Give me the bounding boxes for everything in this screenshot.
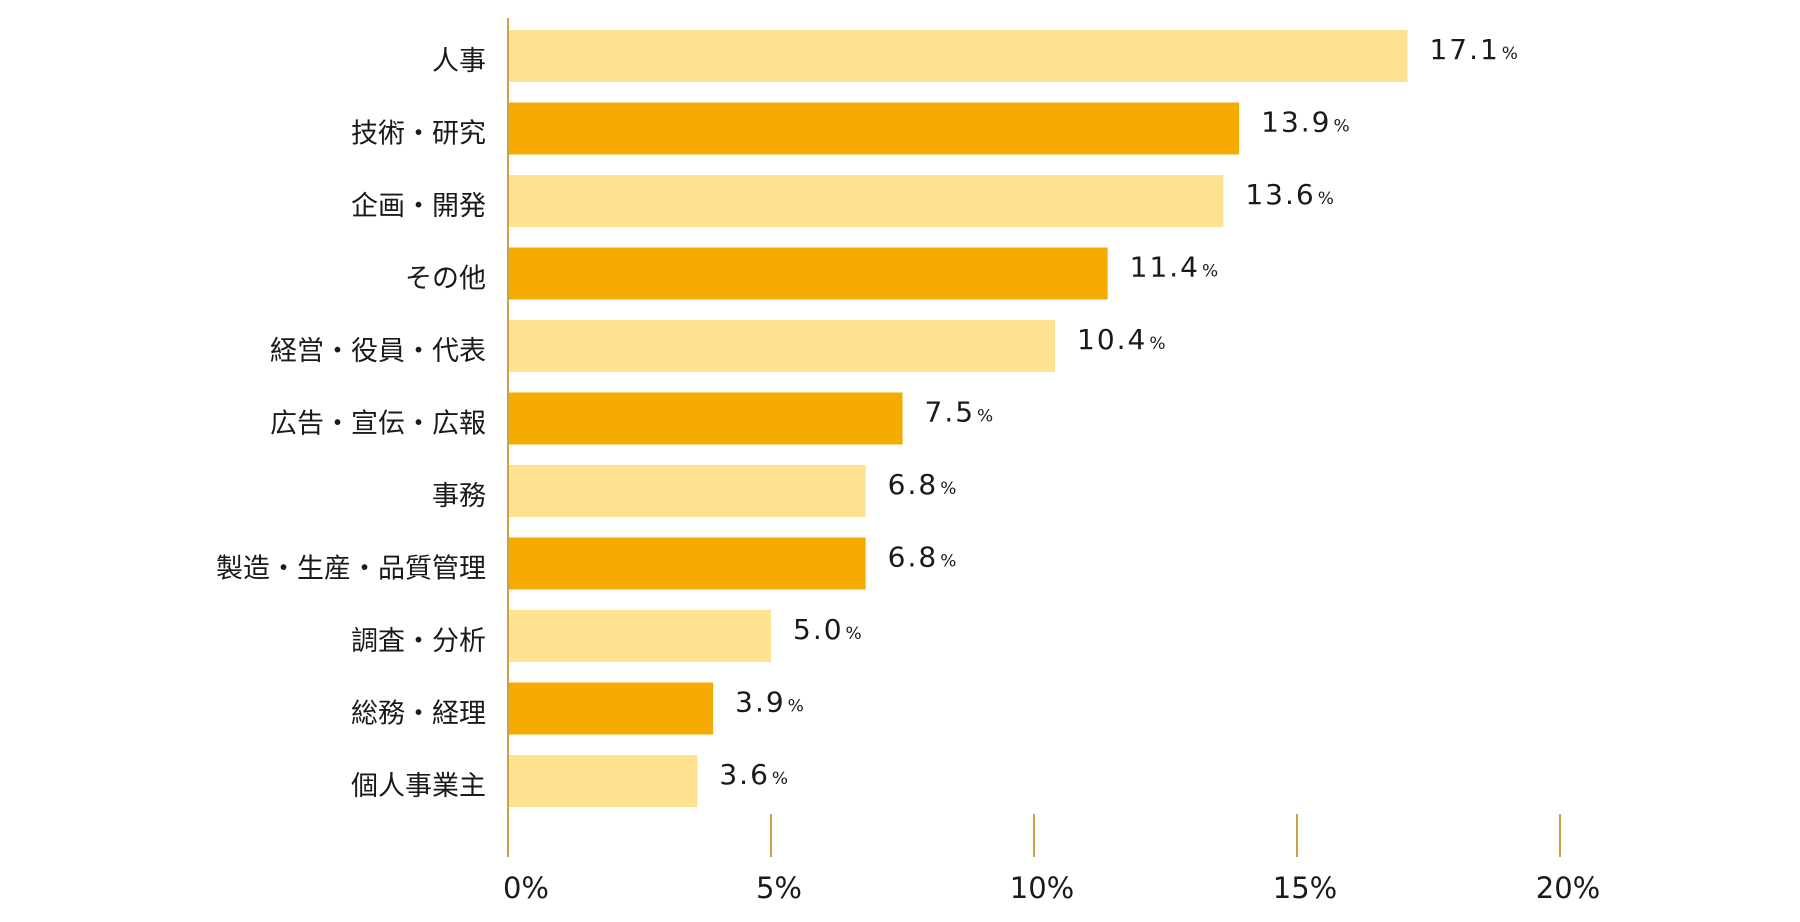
value-label: 13.9%	[1261, 106, 1350, 139]
value-label: 6.8%	[888, 468, 957, 501]
value-unit: %	[1202, 262, 1218, 282]
x-tick-label: 5%	[756, 871, 802, 905]
value-number: 17.1	[1429, 33, 1499, 66]
value-label: 17.1%	[1429, 33, 1518, 66]
bar	[508, 320, 1056, 372]
x-tick-label: 10%	[1010, 871, 1074, 905]
category-label: 広告・宣伝・広報	[270, 409, 486, 440]
bar	[508, 30, 1408, 82]
category-labels: 人事技術・研究企画・開発その他経営・役員・代表広告・宣伝・広報事務製造・生産・品…	[216, 46, 486, 802]
bar	[508, 610, 771, 662]
value-number: 10.4	[1077, 323, 1147, 356]
bars	[508, 30, 1408, 807]
value-unit: %	[1149, 334, 1165, 354]
value-unit: %	[940, 552, 956, 572]
value-label: 7.5%	[925, 396, 994, 429]
bar	[508, 682, 714, 735]
value-label: 5.0%	[793, 613, 862, 646]
x-tick-label: 20%	[1536, 871, 1600, 905]
category-label: 事務	[432, 481, 486, 512]
category-label: 個人事業主	[351, 771, 486, 802]
value-label: 13.6%	[1245, 178, 1334, 211]
x-tick-label: 0%	[503, 871, 549, 905]
bar	[508, 247, 1108, 300]
value-number: 6.8	[888, 541, 939, 574]
bar	[508, 102, 1240, 155]
category-label: 調査・分析	[351, 626, 486, 657]
value-number: 5.0	[793, 613, 844, 646]
value-number: 13.9	[1261, 106, 1331, 139]
value-number: 13.6	[1245, 178, 1315, 211]
value-label: 6.8%	[888, 541, 957, 574]
bar	[508, 465, 866, 517]
category-label: 経営・役員・代表	[270, 336, 486, 367]
x-tick-label: 15%	[1273, 871, 1337, 905]
category-label: 総務・経理	[351, 699, 486, 730]
value-unit: %	[1333, 117, 1349, 137]
value-unit: %	[772, 769, 788, 789]
bar	[508, 392, 903, 445]
category-label: 技術・研究	[351, 119, 486, 150]
x-axis-ticks: 0% 5% 10% 15% 20%	[503, 814, 1600, 905]
value-unit: %	[1502, 44, 1518, 64]
bar	[508, 755, 698, 807]
value-label: 11.4%	[1130, 251, 1219, 284]
category-label: 企画・開発	[351, 191, 486, 222]
value-unit: %	[1318, 189, 1334, 209]
value-unit: %	[977, 407, 993, 427]
category-label: 人事	[432, 46, 486, 77]
value-label: 10.4%	[1077, 323, 1166, 356]
value-number: 7.5	[925, 396, 976, 429]
category-label: その他	[405, 264, 486, 295]
value-label: 3.6%	[719, 758, 788, 791]
value-number: 3.9	[735, 686, 786, 719]
bar	[508, 537, 866, 590]
value-labels: 17.1 %13.9 %13.6 %11.4 %10.4 %7.5 %6.8 %6.8 %5.0…	[719, 33, 1518, 791]
value-number: 6.8	[888, 468, 939, 501]
value-unit: %	[846, 624, 862, 644]
bar	[508, 175, 1224, 227]
value-unit: %	[788, 697, 804, 717]
value-unit: %	[940, 479, 956, 499]
value-number: 11.4	[1130, 251, 1200, 284]
value-number: 3.6	[719, 758, 770, 791]
value-label: 3.9%	[735, 686, 804, 719]
category-label: 製造・生産・品質管理	[216, 554, 486, 585]
